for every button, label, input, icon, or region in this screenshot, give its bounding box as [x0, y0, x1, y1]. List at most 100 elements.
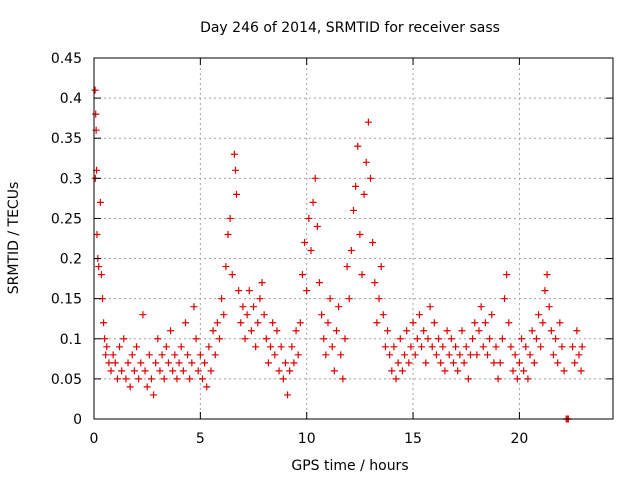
data-point: [264, 359, 272, 367]
data-point: [205, 343, 213, 351]
data-point: [284, 391, 292, 399]
data-point: [233, 190, 241, 198]
data-point: [207, 367, 215, 375]
data-point: [271, 351, 279, 359]
data-point: [371, 279, 379, 287]
data-point: [469, 335, 477, 343]
data-point: [524, 375, 532, 383]
y-tick-label: 0.25: [51, 211, 82, 227]
data-point: [496, 359, 504, 367]
data-point: [231, 166, 239, 174]
data-point: [362, 158, 370, 166]
data-point: [150, 391, 158, 399]
data-point: [303, 287, 311, 295]
data-point: [388, 367, 396, 375]
data-point: [345, 295, 353, 303]
data-point: [95, 263, 103, 271]
data-point: [488, 311, 496, 319]
data-point: [315, 279, 323, 287]
data-point: [452, 343, 460, 351]
data-point: [375, 295, 383, 303]
data-point: [330, 367, 338, 375]
data-point: [181, 319, 189, 327]
data-point: [492, 343, 500, 351]
data-point: [541, 287, 549, 295]
data-point: [237, 319, 245, 327]
data-point: [281, 359, 289, 367]
data-point: [477, 303, 485, 311]
data-point: [152, 359, 160, 367]
data-point: [128, 351, 136, 359]
data-point: [133, 343, 141, 351]
data-point: [241, 335, 249, 343]
data-point: [101, 335, 109, 343]
data-point: [164, 359, 172, 367]
data-point: [501, 295, 509, 303]
data-point: [418, 343, 426, 351]
data-point: [428, 343, 436, 351]
data-point: [422, 359, 430, 367]
data-point: [296, 319, 304, 327]
data-point: [441, 367, 449, 375]
data-point: [160, 375, 168, 383]
data-point: [275, 367, 283, 375]
data-point: [298, 271, 306, 279]
data-point: [292, 327, 300, 335]
data-point: [390, 343, 398, 351]
data-point: [120, 335, 128, 343]
data-point: [547, 327, 555, 335]
data-point: [369, 239, 377, 247]
data-point: [156, 367, 164, 375]
data-point: [97, 271, 105, 279]
data-point: [250, 303, 258, 311]
data-point: [196, 351, 204, 359]
data-point: [230, 150, 238, 158]
data-point: [252, 343, 260, 351]
data-point: [269, 319, 277, 327]
data-point: [332, 327, 340, 335]
data-point: [543, 271, 551, 279]
data-point: [107, 367, 115, 375]
data-point: [288, 343, 296, 351]
data-point: [273, 327, 281, 335]
data-point: [213, 319, 221, 327]
data-point: [243, 311, 251, 319]
data-point: [509, 367, 517, 375]
data-point: [169, 367, 177, 375]
data-point: [503, 271, 511, 279]
data-point: [498, 335, 506, 343]
data-point: [177, 343, 185, 351]
data-point: [569, 343, 577, 351]
data-point: [439, 343, 447, 351]
data-point: [473, 351, 481, 359]
data-point: [556, 319, 564, 327]
data-point: [460, 359, 468, 367]
data-point: [124, 359, 132, 367]
data-point: [575, 351, 583, 359]
data-point: [415, 311, 423, 319]
x-axis-label: GPS time / hours: [291, 458, 408, 474]
data-point: [324, 319, 332, 327]
data-point: [290, 359, 298, 367]
y-tick-label: 0.2: [60, 252, 82, 268]
y-axis-label: SRMTID / TECUs: [6, 182, 22, 295]
plot-frame: [93, 57, 614, 420]
data-point: [554, 359, 562, 367]
data-point: [435, 335, 443, 343]
data-point: [328, 343, 336, 351]
data-point: [109, 351, 117, 359]
data-point: [420, 327, 428, 335]
data-point: [135, 375, 143, 383]
data-point: [571, 359, 579, 367]
data-point: [279, 375, 287, 383]
data-point: [122, 375, 130, 383]
data-point: [262, 335, 270, 343]
data-point: [432, 351, 440, 359]
data-point: [358, 271, 366, 279]
data-point: [111, 359, 119, 367]
data-point: [518, 335, 526, 343]
data-point: [211, 351, 219, 359]
data-point: [235, 287, 243, 295]
